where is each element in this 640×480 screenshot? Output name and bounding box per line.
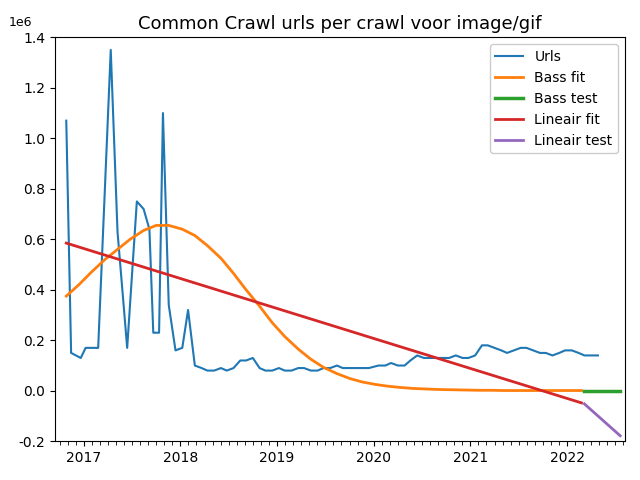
Bass fit bbox=[539, 388, 547, 394]
Bass fit bbox=[63, 293, 70, 299]
Bass fit bbox=[75, 282, 83, 288]
Bass fit bbox=[140, 228, 147, 233]
Bass fit bbox=[126, 237, 134, 242]
Bass fit bbox=[217, 255, 225, 261]
Urls bbox=[594, 352, 602, 358]
Bass fit bbox=[294, 346, 302, 352]
Bass fit bbox=[578, 388, 586, 394]
Bass fit bbox=[565, 388, 573, 394]
Bass test bbox=[616, 388, 624, 394]
Bass fit bbox=[423, 386, 431, 392]
Urls bbox=[223, 368, 230, 373]
Bass fit bbox=[410, 385, 418, 391]
Bass fit bbox=[204, 243, 211, 249]
Bass fit bbox=[191, 233, 198, 239]
Bass fit bbox=[165, 223, 173, 228]
Urls bbox=[107, 47, 115, 53]
Bass test bbox=[580, 388, 588, 394]
Urls bbox=[204, 368, 211, 373]
Bass fit bbox=[307, 356, 315, 362]
Bass fit bbox=[152, 223, 160, 228]
Bass fit bbox=[500, 388, 508, 394]
Line: Bass fit: Bass fit bbox=[67, 226, 582, 391]
Bass fit bbox=[114, 247, 122, 252]
Text: 1e6: 1e6 bbox=[9, 16, 33, 29]
Bass fit bbox=[268, 320, 276, 325]
Bass fit bbox=[256, 303, 264, 309]
Bass fit bbox=[333, 371, 340, 376]
Urls bbox=[503, 350, 511, 356]
Line: Urls: Urls bbox=[67, 50, 598, 371]
Bass fit bbox=[319, 364, 327, 370]
Urls bbox=[198, 365, 205, 371]
Urls bbox=[63, 118, 70, 123]
Urls bbox=[491, 345, 499, 351]
Bass fit bbox=[527, 388, 534, 394]
Bass fit bbox=[474, 387, 482, 393]
Bass fit bbox=[397, 384, 404, 390]
Bass fit bbox=[179, 227, 186, 232]
Lineair test bbox=[616, 433, 624, 439]
Bass fit bbox=[372, 382, 380, 387]
Bass fit bbox=[346, 375, 353, 381]
Bass fit bbox=[513, 388, 520, 394]
Bass fit bbox=[230, 271, 237, 276]
Bass fit bbox=[449, 387, 457, 393]
Bass fit bbox=[101, 257, 109, 263]
Bass fit bbox=[242, 287, 250, 293]
Line: Lineair test: Lineair test bbox=[584, 404, 620, 436]
Lineair test bbox=[580, 401, 588, 407]
Urls bbox=[230, 365, 237, 371]
Urls bbox=[326, 365, 334, 371]
Title: Common Crawl urls per crawl voor image/gif: Common Crawl urls per crawl voor image/g… bbox=[138, 15, 541, 33]
Bass fit bbox=[358, 379, 366, 385]
Bass fit bbox=[488, 387, 495, 393]
Bass fit bbox=[385, 384, 392, 389]
Bass fit bbox=[88, 269, 95, 275]
Bass fit bbox=[461, 387, 469, 393]
Legend: Urls, Bass fit, Bass test, Lineair fit, Lineair test: Urls, Bass fit, Bass test, Lineair fit, … bbox=[490, 44, 618, 153]
Bass fit bbox=[552, 388, 559, 394]
Bass fit bbox=[436, 387, 444, 393]
Bass fit bbox=[281, 334, 289, 339]
